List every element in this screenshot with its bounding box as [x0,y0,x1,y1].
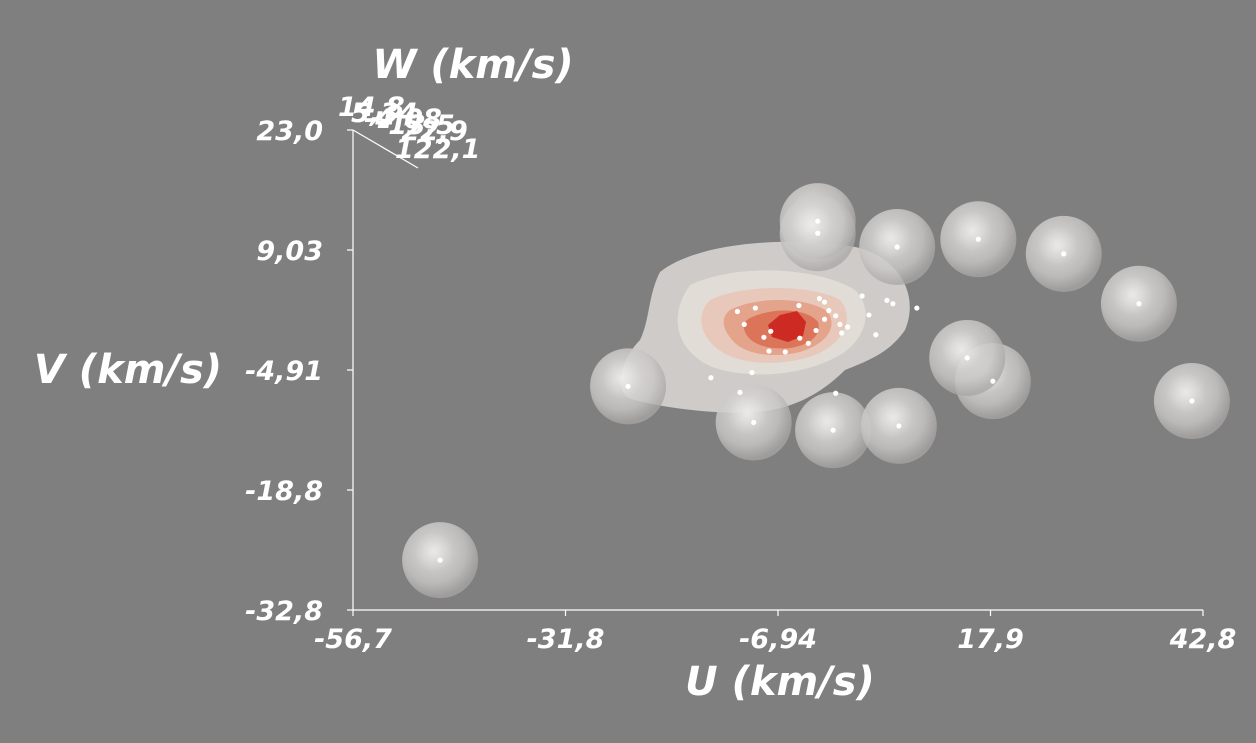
data-point [741,321,747,328]
y-tick-label: 23,0 [256,116,323,147]
x-tick-label: -56,7 [314,624,392,655]
data-point [437,557,443,563]
point-sphere-highlight [952,211,993,252]
data-point [749,369,755,376]
point-sphere-highlight [602,358,643,399]
data-point [797,335,803,341]
density-contours [620,241,910,413]
data-point [766,348,772,354]
data-point [890,301,896,307]
data-point [708,375,714,381]
data-point [845,324,851,330]
point-sphere-highlight [1112,275,1153,316]
data-point [737,389,743,395]
y-ticks: 23,0 9,03 -4,91 -18,8 -32,8 [245,116,353,627]
y-tick-label: -32,8 [245,596,323,627]
z-tick-label: 122,1 [395,134,480,165]
data-point [839,330,845,336]
x-ticks: -56,7 -31,8 -6,94 17,9 42,8 [314,610,1236,655]
data-point [859,293,865,299]
data-point [896,423,902,429]
data-point [833,313,839,319]
data-point [796,302,802,309]
data-point [873,332,879,338]
data-point [751,419,757,426]
density-core [768,311,806,342]
x-tick-label: 42,8 [1169,624,1237,655]
z-tick-label: 5,34 [351,98,418,129]
y-tick-label: -18,8 [245,476,323,507]
data-point [990,378,996,384]
x-tick-label: -6,94 [739,624,817,655]
point-sphere-highlight [871,218,912,259]
data-point [826,308,832,314]
data-point [833,390,839,396]
data-point [813,327,819,334]
data-point [815,218,821,224]
data-point [805,340,811,346]
data-point [625,383,631,389]
data-point [866,312,872,318]
data-point [821,299,828,305]
point-sphere-highlight [791,205,832,246]
z-tick-label: -13,5 [377,110,455,141]
point-sphere-highlight [941,329,982,370]
point-sphere-highlight [414,532,455,573]
point-sphere-highlight [872,397,913,438]
point-sphere-highlight [727,394,768,435]
data-point [768,328,774,334]
data-point [782,349,788,355]
data-point [1061,251,1067,257]
y-tick-label: -4,91 [245,356,323,387]
point-sphere-highlight [807,402,848,443]
y-tick-label: 9,03 [256,236,323,267]
data-points [437,218,1195,563]
point-sphere-highlight [1165,372,1206,413]
x-tick-label: 17,9 [957,624,1024,655]
z-axis-title: W (km/s) [372,42,573,88]
point-sphere-highlight [1037,225,1078,266]
data-point [734,308,741,315]
data-point [815,230,821,236]
z-tick-label: -4,08 [364,104,442,135]
data-point [816,296,823,302]
z-axis-line [352,129,419,169]
data-point [821,316,828,322]
data-point [837,321,843,328]
x-axis-title: U (km/s) [685,659,875,705]
data-point [752,305,758,311]
data-point [884,297,890,303]
data-point [761,334,767,340]
data-point [975,236,981,242]
z-tick-label: 14,8 [338,92,405,123]
data-point [894,244,900,250]
x-tick-label: -31,8 [527,624,605,655]
y-axis-title: V (km/s) [34,347,222,393]
data-point [830,427,836,433]
data-point [964,355,970,361]
data-point [1136,301,1142,307]
z-tick-label: -22,9 [390,116,468,147]
data-point [914,305,920,311]
data-point [1189,398,1195,404]
